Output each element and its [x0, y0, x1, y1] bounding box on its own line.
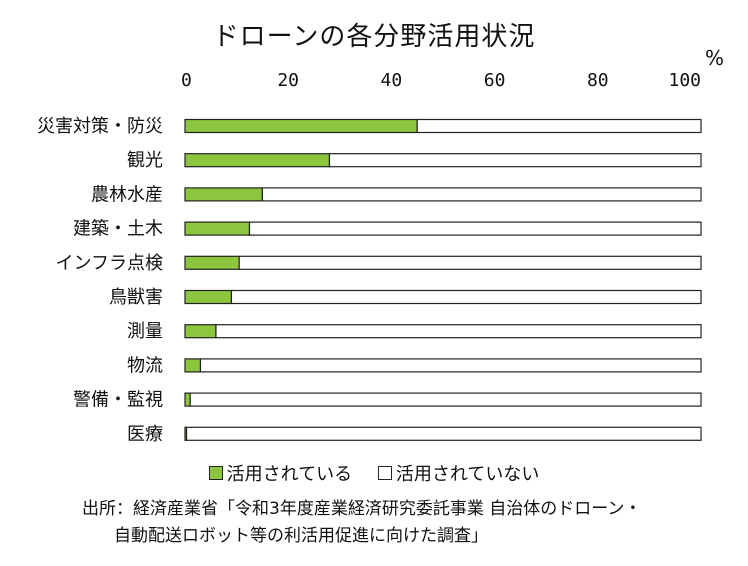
x-tick-label: 100: [668, 70, 701, 91]
bar-used: [184, 221, 251, 236]
x-tick-label: 20: [277, 70, 299, 91]
bar-used: [184, 289, 233, 305]
source-note: 出所：経済産業省「令和3年度産業経済研究委託事業 自治体のドローン・ 自動配送ロ…: [82, 496, 641, 550]
bar-not-used: [185, 426, 702, 441]
bar-used: [184, 324, 217, 339]
bar-not-used: [189, 392, 702, 407]
category-label: 災害対策・防災: [37, 116, 163, 137]
bar-chart: 0 20 40 60 80 100 災害対策・防災観光農林水産建築・土木インフラ点検鳥獣害…: [37, 70, 702, 445]
bar-not-used: [416, 118, 702, 134]
legend-item-not-used: 活用されていない: [377, 460, 540, 486]
legend-item-used: 活用されている: [208, 460, 353, 486]
bar-not-used: [230, 289, 702, 305]
bar-used: [184, 118, 418, 134]
legend-swatch-used: [208, 466, 223, 480]
category-label: 建築・土木: [73, 219, 163, 240]
legend-label-not-used: 活用されていない: [395, 464, 540, 485]
bar-not-used: [261, 187, 702, 202]
legend-label-used: 活用されている: [226, 464, 353, 485]
bar-not-used: [238, 255, 702, 270]
bar-not-used: [215, 324, 702, 339]
category-label: 物流: [127, 355, 163, 376]
axis-unit-label: %: [705, 46, 725, 70]
bar-used: [184, 358, 202, 373]
source-line-2: 自動配送ロボット等の利活用促進に向けた調査」: [114, 526, 488, 546]
category-label: インフラ点検: [56, 253, 163, 274]
chart-title: ドローンの各分野活用状況: [212, 22, 536, 52]
legend-swatch-not-used: [377, 466, 392, 480]
category-label: 観光: [127, 150, 163, 171]
category-label: 農林水産: [91, 184, 163, 205]
legend: 活用されている 活用されていない: [0, 460, 748, 486]
bar-used: [184, 187, 264, 202]
x-tick-label: 60: [484, 70, 506, 91]
bar-used: [184, 255, 240, 270]
x-tick-label: 80: [587, 70, 609, 91]
bar-not-used: [199, 358, 702, 373]
x-tick-label: 0: [181, 70, 192, 91]
category-label: 警備・監視: [73, 390, 163, 411]
category-label: 医療: [127, 424, 163, 445]
bar-not-used: [328, 153, 702, 168]
category-label: 測量: [127, 321, 163, 342]
category-label: 鳥獣害: [109, 287, 163, 308]
x-tick-label: 40: [381, 70, 403, 91]
source-line-1: 出所：経済産業省「令和3年度産業経済研究委託事業 自治体のドローン・: [82, 499, 642, 519]
bar-used: [184, 392, 191, 407]
bar-used: [184, 153, 331, 168]
bar-not-used: [248, 221, 702, 236]
